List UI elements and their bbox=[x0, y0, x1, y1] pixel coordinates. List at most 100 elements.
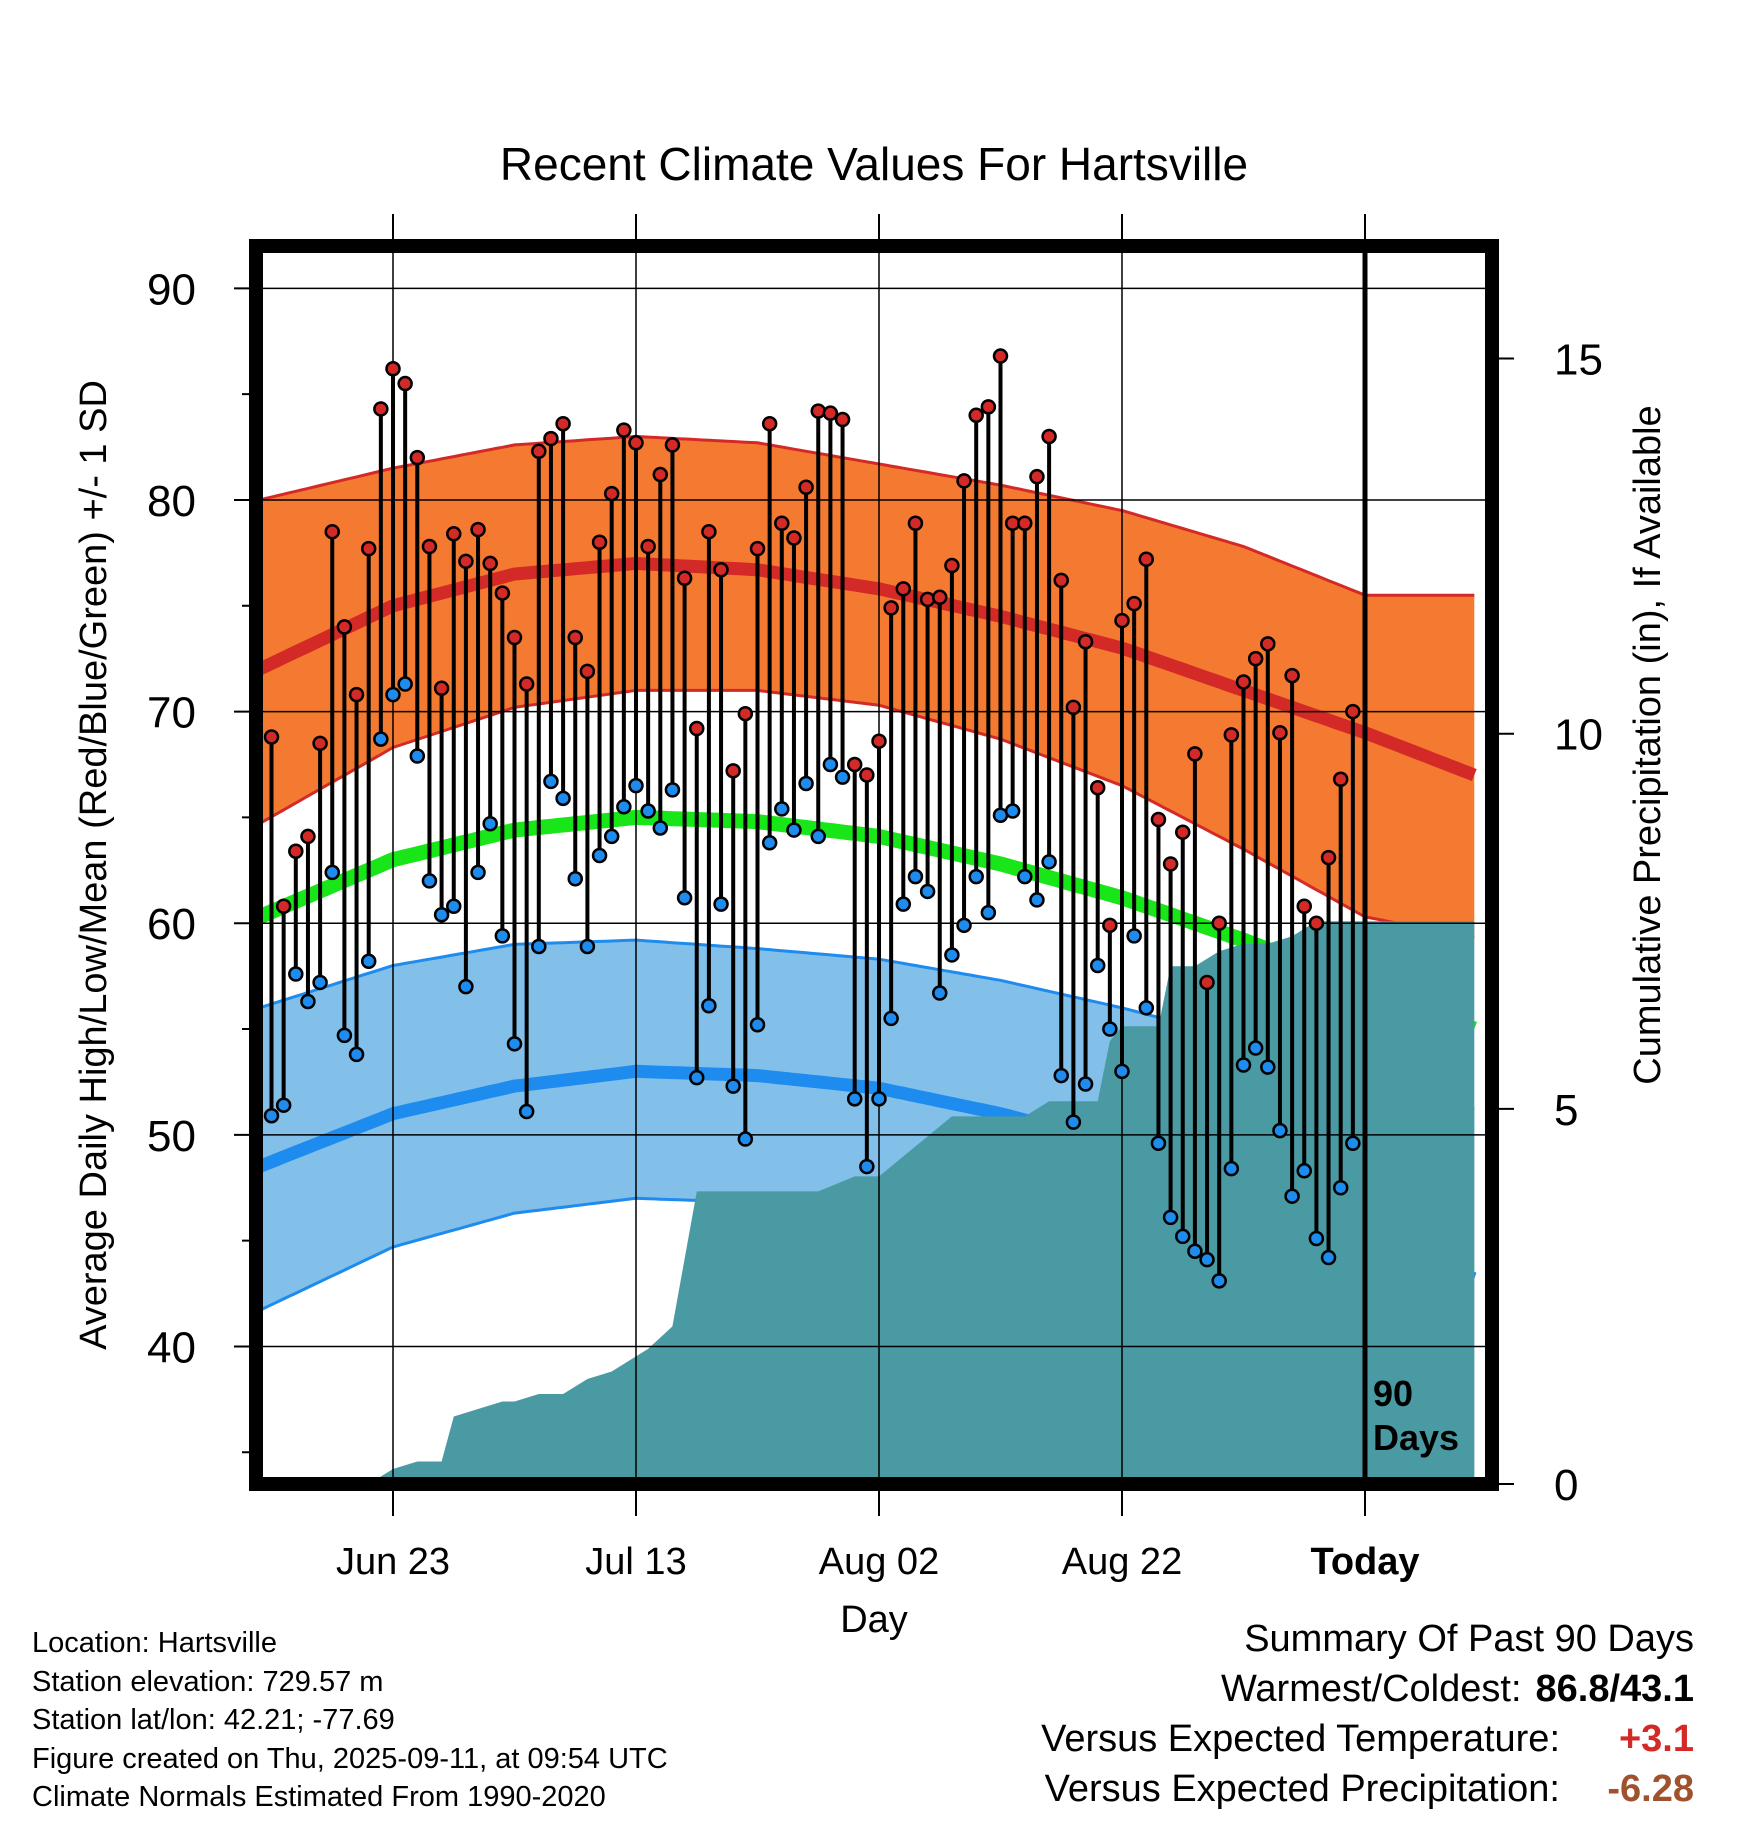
daily-low-point bbox=[263, 1108, 280, 1124]
daily-high-point bbox=[992, 348, 1009, 364]
daily-high-point bbox=[968, 407, 984, 424]
daily-low-point bbox=[1260, 1059, 1276, 1075]
daily-low-point bbox=[397, 676, 413, 692]
daily-low-point bbox=[603, 828, 620, 845]
daily-low-point bbox=[1138, 1000, 1155, 1016]
warmest-value: 86.8/43.1 bbox=[1535, 1668, 1694, 1710]
daily-low-point bbox=[385, 686, 401, 703]
station-info: Location: Hartsville Station elevation: … bbox=[32, 1624, 668, 1817]
daily-low-point bbox=[409, 748, 426, 764]
daily-high-point bbox=[883, 600, 899, 616]
normals-text: Climate Normals Estimated From 1990-2020 bbox=[32, 1781, 606, 1813]
daily-high-point bbox=[506, 629, 523, 646]
daily-low-point bbox=[433, 906, 450, 923]
daily-low-point bbox=[1114, 1063, 1130, 1080]
daily-high-point bbox=[895, 581, 912, 597]
daily-high-point bbox=[640, 538, 656, 555]
daily-high-point bbox=[725, 763, 741, 779]
normal-high-band-upper-edge bbox=[258, 434, 1475, 597]
daily-high-point bbox=[263, 729, 280, 745]
daily-high-point bbox=[312, 735, 328, 752]
precip-label: Versus Expected Precipitation: bbox=[1044, 1768, 1560, 1810]
daily-low-point bbox=[640, 803, 656, 819]
daily-low-point bbox=[676, 890, 693, 906]
daily-high-point bbox=[567, 629, 583, 646]
daily-high-point bbox=[1053, 572, 1069, 589]
daily-high-point bbox=[859, 767, 875, 783]
daily-low-point bbox=[1345, 1135, 1361, 1152]
daily-high-point bbox=[956, 473, 972, 489]
observed-series bbox=[263, 348, 1361, 1289]
x-axis-label: Day bbox=[840, 1599, 908, 1641]
daily-high-point bbox=[749, 540, 766, 557]
y-tick-label: 70 bbox=[147, 689, 196, 738]
temp-value: +3.1 bbox=[1618, 1718, 1694, 1760]
daily-low-point bbox=[458, 978, 474, 995]
daily-low-point bbox=[932, 985, 948, 1001]
daily-high-point bbox=[1041, 428, 1057, 445]
daily-high-point bbox=[664, 437, 681, 453]
daily-low-point bbox=[494, 928, 511, 944]
daily-low-point bbox=[883, 1010, 899, 1027]
daily-high-point bbox=[786, 530, 802, 546]
daily-high-point bbox=[470, 521, 486, 538]
daily-low-point bbox=[1041, 854, 1057, 870]
daily-high-point bbox=[458, 553, 474, 570]
daily-high-point bbox=[385, 360, 401, 377]
x-tick-label: Aug 22 bbox=[1062, 1541, 1182, 1583]
daily-high-point bbox=[409, 449, 426, 466]
elevation-text: Station elevation: 729.57 m bbox=[32, 1665, 384, 1698]
daily-low-point bbox=[968, 868, 984, 885]
daily-low-point bbox=[664, 782, 681, 798]
daily-high-point bbox=[1296, 898, 1312, 915]
plot-area bbox=[256, 246, 1492, 1484]
daily-low-point bbox=[725, 1078, 741, 1094]
daily-low-point bbox=[288, 966, 304, 982]
daily-low-point bbox=[1077, 1076, 1094, 1092]
daily-high-point bbox=[603, 485, 620, 502]
summary-title: Summary Of Past 90 Days bbox=[1244, 1618, 1694, 1660]
x-tick-label: Jun 23 bbox=[336, 1541, 450, 1583]
daily-low-point bbox=[761, 835, 778, 851]
y-tick-label: 80 bbox=[147, 477, 196, 526]
daily-low-point bbox=[482, 815, 498, 832]
daily-high-point bbox=[628, 435, 644, 451]
daily-low-point bbox=[701, 997, 717, 1014]
daily-low-point bbox=[1223, 1160, 1240, 1177]
daily-high-point bbox=[1345, 703, 1361, 720]
daily-low-point bbox=[956, 917, 972, 934]
daily-high-point bbox=[360, 540, 377, 557]
daily-high-point bbox=[616, 422, 632, 438]
daily-high-point bbox=[1162, 856, 1179, 872]
daily-high-point bbox=[944, 557, 960, 574]
daily-low-point bbox=[543, 773, 559, 790]
daily-low-point bbox=[1235, 1057, 1252, 1073]
daily-low-point bbox=[360, 953, 377, 970]
daily-high-point bbox=[701, 523, 717, 540]
daily-high-point bbox=[579, 663, 596, 680]
daily-low-point bbox=[1175, 1228, 1191, 1245]
daily-low-point bbox=[798, 775, 814, 792]
precip-value: -6.28 bbox=[1607, 1768, 1694, 1810]
daily-low-point bbox=[275, 1097, 292, 1113]
daily-low-point bbox=[1089, 957, 1106, 974]
daily-high-point bbox=[1272, 724, 1288, 741]
daily-high-point bbox=[1126, 595, 1142, 612]
daily-high-point bbox=[774, 515, 790, 531]
daily-low-point bbox=[1320, 1249, 1337, 1266]
daily-high-point bbox=[275, 898, 292, 915]
y2-tick-label: 5 bbox=[1554, 1086, 1578, 1135]
latlon-text: Station lat/lon: 42.21; -77.69 bbox=[32, 1704, 395, 1736]
summary-precip-row: Versus Expected Precipitation: -6.28 bbox=[1041, 1764, 1694, 1814]
daily-high-point bbox=[761, 416, 778, 432]
daily-high-point bbox=[834, 411, 851, 428]
daily-low-point bbox=[531, 938, 547, 955]
daily-high-point bbox=[980, 399, 997, 415]
daily-high-point bbox=[336, 619, 353, 635]
period-label-line2: Days bbox=[1373, 1417, 1459, 1458]
daily-high-point bbox=[822, 405, 839, 421]
created-text: Figure created on Thu, 2025-09-11, at 09… bbox=[32, 1742, 668, 1775]
daily-low-point bbox=[1247, 1040, 1264, 1056]
daily-high-point bbox=[1065, 699, 1082, 716]
x-tick-label: Jul 13 bbox=[585, 1541, 686, 1583]
